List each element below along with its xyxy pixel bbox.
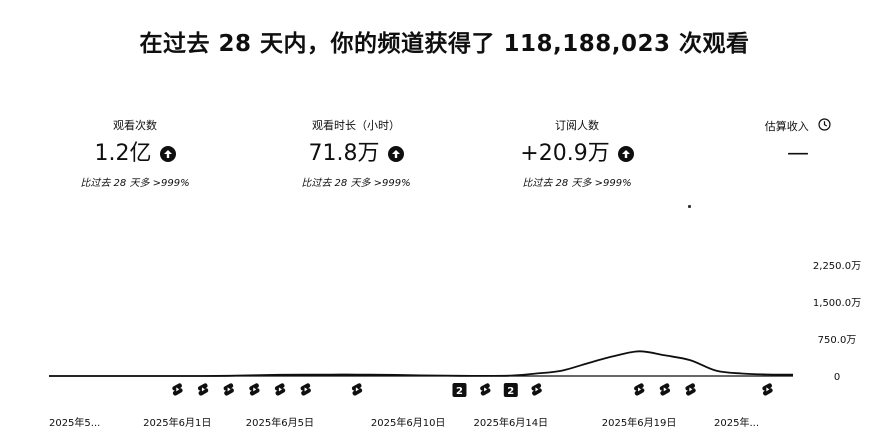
data-point bbox=[98, 374, 103, 379]
stat-value: 1.2亿 bbox=[94, 141, 152, 166]
data-point bbox=[431, 373, 436, 378]
data-point bbox=[72, 374, 77, 379]
data-point bbox=[406, 373, 411, 378]
clock-icon[interactable] bbox=[818, 118, 831, 136]
stat-label: 观看次数 bbox=[113, 119, 157, 132]
data-point bbox=[252, 373, 257, 378]
data-point bbox=[303, 372, 308, 377]
data-point bbox=[765, 372, 770, 377]
shorts-icon[interactable] bbox=[659, 383, 671, 396]
data-point bbox=[534, 371, 539, 376]
arrow-up-circle-icon bbox=[159, 146, 176, 162]
arrow-up-circle-icon bbox=[617, 146, 634, 162]
shorts-icon[interactable] bbox=[531, 383, 542, 396]
data-point bbox=[329, 372, 334, 377]
data-point bbox=[380, 372, 385, 377]
shorts-icon[interactable] bbox=[197, 383, 209, 396]
stat-value: 71.8万 bbox=[308, 141, 380, 166]
arrow-up-circle-icon bbox=[387, 146, 404, 162]
stat-compare: 比过去 28 天多 >999% bbox=[80, 178, 190, 189]
data-point bbox=[791, 372, 796, 377]
stat-label: 估算收入 bbox=[764, 120, 809, 133]
data-point bbox=[277, 372, 282, 377]
svg-text:2: 2 bbox=[456, 386, 463, 397]
shorts-icon[interactable] bbox=[300, 383, 311, 396]
series-line bbox=[49, 350, 794, 377]
shorts-icon[interactable] bbox=[480, 383, 491, 396]
shorts-icon[interactable] bbox=[762, 383, 773, 396]
data-point bbox=[483, 373, 488, 378]
data-point bbox=[560, 368, 565, 373]
data-point bbox=[688, 358, 693, 363]
data-point bbox=[200, 374, 205, 379]
data-point bbox=[637, 349, 642, 354]
x-tick-label: 2025年6月1日 bbox=[143, 416, 211, 429]
data-point bbox=[508, 373, 513, 378]
x-tick-label: 2025年6月5日 bbox=[246, 416, 314, 429]
data-point bbox=[714, 368, 719, 373]
y-tick-label: 1,500.0万 bbox=[813, 298, 861, 309]
data-point bbox=[611, 354, 616, 359]
x-tick-label: 2025年6月19日 bbox=[602, 416, 677, 429]
y-tick-label: 0 bbox=[834, 372, 840, 383]
x-tick-label: 2025年6月14日 bbox=[474, 416, 549, 429]
shorts-icon[interactable] bbox=[685, 383, 696, 396]
data-point bbox=[457, 373, 462, 378]
stat-card-views[interactable]: 观看次数 1.2亿 比过去 28 天多 >999% bbox=[35, 118, 235, 191]
data-point bbox=[123, 374, 128, 379]
shorts-icon[interactable] bbox=[634, 383, 645, 396]
upload-count-badge[interactable]: 2 bbox=[503, 383, 518, 397]
data-point bbox=[149, 374, 154, 379]
x-tick-label: 2025年6月10日 bbox=[371, 416, 446, 429]
shorts-icon[interactable] bbox=[274, 383, 286, 396]
y-tick-label: 2,250.0万 bbox=[813, 261, 861, 272]
data-point bbox=[585, 361, 590, 366]
divider-mark bbox=[688, 205, 691, 208]
shorts-icon[interactable] bbox=[249, 383, 260, 396]
data-point bbox=[175, 374, 180, 379]
stat-value: +20.9万 bbox=[520, 141, 610, 166]
stat-compare: 比过去 28 天多 >999% bbox=[301, 178, 411, 189]
stat-value: — bbox=[787, 141, 809, 166]
stat-compare: 比过去 28 天多 >999% bbox=[522, 178, 632, 189]
page-title: 在过去 28 天内，你的频道获得了 118,188,023 次观看 bbox=[139, 31, 750, 57]
x-tick-label: 2025年5... bbox=[49, 416, 100, 429]
shorts-icon[interactable] bbox=[172, 383, 183, 396]
stat-card-subscribers[interactable]: 订阅人数 +20.9万 比过去 28 天多 >999% bbox=[477, 118, 677, 191]
data-point bbox=[739, 371, 744, 376]
stat-card-revenue[interactable]: 估算收入 — bbox=[698, 118, 889, 191]
svg-text:2: 2 bbox=[507, 386, 514, 397]
y-tick-label: 750.0万 bbox=[818, 335, 857, 346]
data-point bbox=[662, 353, 667, 358]
stat-label: 观看时长（小时） bbox=[312, 119, 400, 132]
x-tick-label: 2025年... bbox=[714, 416, 759, 429]
shorts-icon[interactable] bbox=[223, 383, 234, 396]
data-point bbox=[226, 373, 231, 378]
stat-card-watch-time[interactable]: 观看时长（小时） 71.8万 比过去 28 天多 >999% bbox=[256, 118, 456, 191]
shorts-icon[interactable] bbox=[351, 383, 363, 396]
stat-label: 订阅人数 bbox=[555, 119, 599, 132]
upload-count-badge[interactable]: 2 bbox=[452, 383, 467, 397]
data-point bbox=[354, 372, 359, 377]
data-point bbox=[47, 374, 52, 379]
